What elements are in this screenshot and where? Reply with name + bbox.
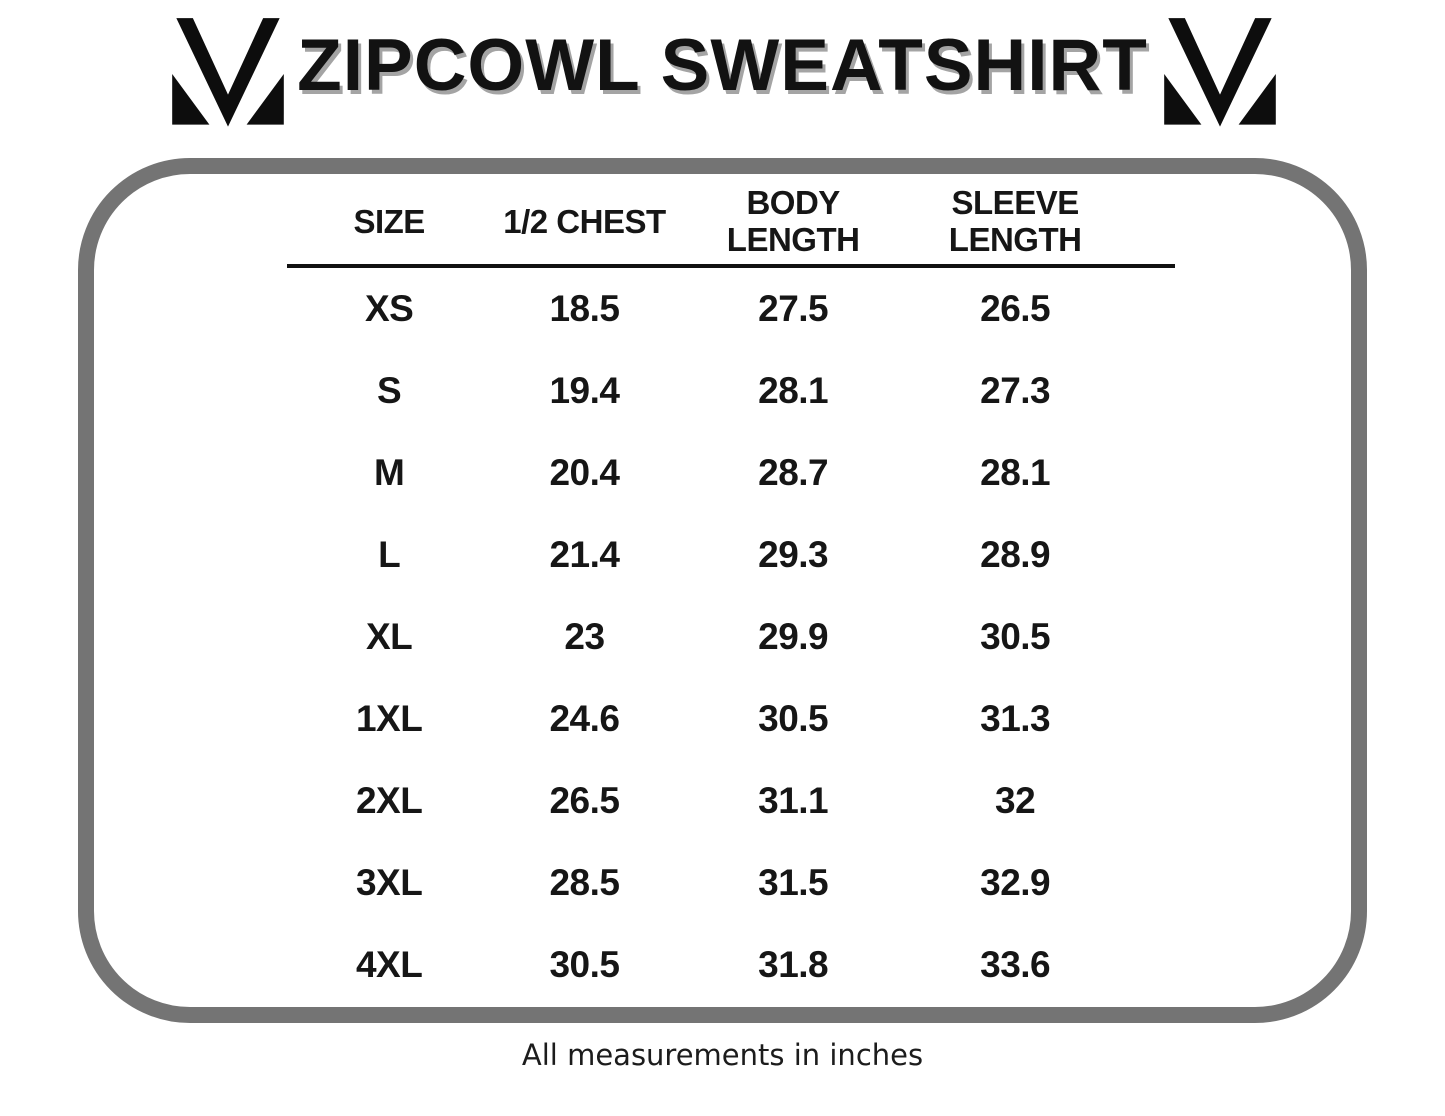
size-chart-panel bbox=[78, 158, 1367, 1023]
measurement-cell: 27.3 bbox=[980, 370, 1051, 411]
table-row-1xl: 1XL 24.6 30.5 31.3 bbox=[287, 678, 1175, 760]
measurement-cell: 33.6 bbox=[980, 944, 1051, 985]
size-cell: XS bbox=[364, 288, 414, 329]
measurement-cell: 28.1 bbox=[758, 370, 829, 411]
measurement-cell: 26.5 bbox=[549, 780, 620, 821]
measurement-cell: 18.5 bbox=[549, 288, 620, 329]
size-cell: L bbox=[378, 534, 401, 575]
measurement-cell: 28.1 bbox=[980, 452, 1051, 493]
measurement-cell: 29.9 bbox=[758, 616, 829, 657]
measurement-cell: 27.5 bbox=[758, 288, 829, 329]
measurement-cell: 31.3 bbox=[980, 698, 1051, 739]
table-row-3xl: 3XL 28.5 31.5 32.9 bbox=[287, 842, 1175, 924]
header-divider bbox=[287, 264, 1175, 268]
size-cell: 1XL bbox=[355, 698, 423, 739]
measurement-cell: 19.4 bbox=[549, 370, 620, 411]
measurement-cell: 31.5 bbox=[758, 862, 829, 903]
column-header-0: SIZE bbox=[353, 202, 425, 240]
table-row-2xl: 2XL 26.5 31.1 32 bbox=[287, 760, 1175, 842]
footer-note: All measurements in inches bbox=[521, 1038, 924, 1072]
measurement-cell: 28.5 bbox=[549, 862, 620, 903]
size-cell: 3XL bbox=[355, 862, 423, 903]
measurement-cell: 32.9 bbox=[980, 862, 1051, 903]
measurement-cell: 28.9 bbox=[980, 534, 1051, 575]
column-header-3: SLEEVE LENGTH bbox=[948, 184, 1082, 258]
measurement-cell: 26.5 bbox=[980, 288, 1051, 329]
size-cell: 2XL bbox=[355, 780, 423, 821]
column-header-1: 1/2 CHEST bbox=[503, 202, 666, 240]
page-title: ZIPCOWL SWEATSHIRT bbox=[297, 25, 1148, 106]
measurement-cell: 31.1 bbox=[758, 780, 829, 821]
measurement-cell: 31.8 bbox=[758, 944, 829, 985]
brand-logo-left-icon bbox=[172, 18, 284, 127]
measurement-cell: 29.3 bbox=[758, 534, 829, 575]
size-cell: XL bbox=[365, 616, 413, 657]
size-cell: M bbox=[373, 452, 405, 493]
size-cell: 4XL bbox=[355, 944, 423, 985]
size-cell: S bbox=[377, 370, 402, 411]
measurement-cell: 28.7 bbox=[758, 452, 829, 493]
table-row-s: S 19.4 28.1 27.3 bbox=[287, 350, 1175, 432]
measurement-cell: 32 bbox=[995, 780, 1036, 821]
brand-logo-right-icon bbox=[1164, 18, 1276, 127]
table-row-xs: XS 18.5 27.5 26.5 bbox=[287, 268, 1175, 350]
measurement-cell: 24.6 bbox=[549, 698, 620, 739]
table-row-xl: XL 23 29.9 30.5 bbox=[287, 596, 1175, 678]
measurement-cell: 20.4 bbox=[549, 452, 620, 493]
measurement-cell: 30.5 bbox=[549, 944, 620, 985]
table-header-row: SIZE 1/2 CHEST BODY LENGTH SLEEVE LENGTH bbox=[287, 178, 1175, 264]
measurement-cell: 21.4 bbox=[549, 534, 620, 575]
table-row-m: M 20.4 28.7 28.1 bbox=[287, 432, 1175, 514]
table-row-l: L 21.4 29.3 28.9 bbox=[287, 514, 1175, 596]
measurement-cell: 23 bbox=[564, 616, 605, 657]
column-header-2: BODY LENGTH bbox=[726, 184, 860, 258]
measurement-cell: 30.5 bbox=[758, 698, 829, 739]
measurement-cell: 30.5 bbox=[980, 616, 1051, 657]
table-row-4xl: 4XL 30.5 31.8 33.6 bbox=[287, 924, 1175, 1006]
